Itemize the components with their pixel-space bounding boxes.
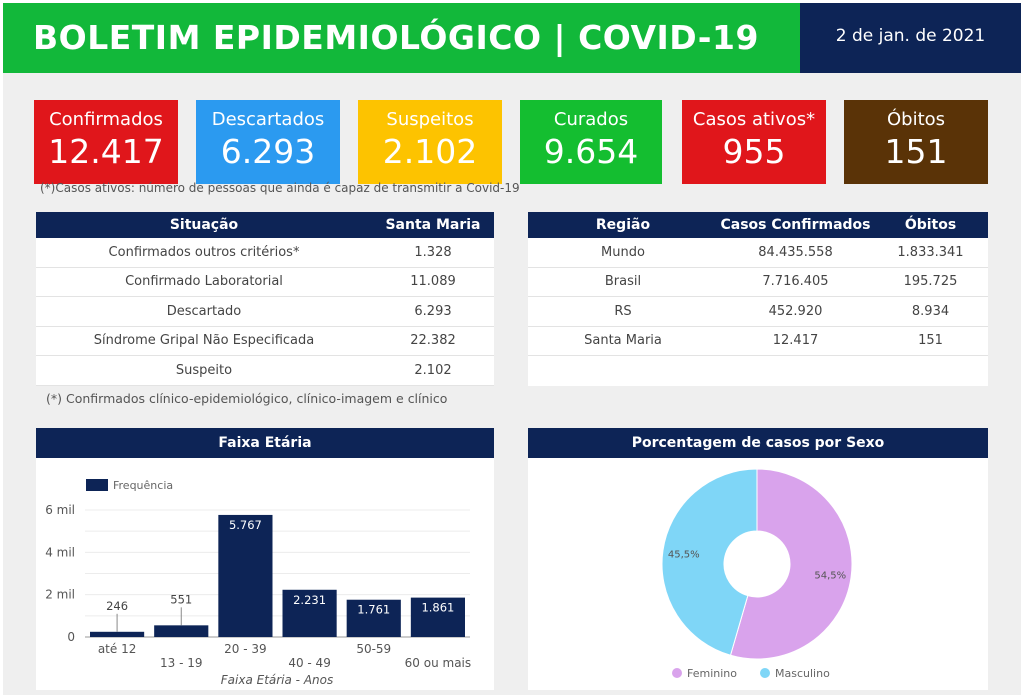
bar-value-label: 1.761 bbox=[357, 603, 390, 617]
col-header: Situação bbox=[169, 217, 239, 233]
stat-label: Confirmados bbox=[49, 109, 163, 130]
cell: 84.435.558 bbox=[758, 244, 833, 260]
cell: Brasil bbox=[604, 274, 642, 290]
bar-value-label: 5.767 bbox=[229, 518, 262, 532]
cell: 1.833.341 bbox=[897, 244, 964, 260]
cell: 22.382 bbox=[410, 333, 456, 349]
col-header: Óbitos bbox=[904, 217, 957, 233]
stat-label: Casos ativos* bbox=[692, 109, 816, 130]
cell: 12.417 bbox=[772, 333, 819, 349]
x-tick-label: até 12 bbox=[98, 642, 137, 656]
y-tick-label: 4 mil bbox=[45, 545, 75, 559]
bar bbox=[346, 599, 401, 637]
stat-card: Curados 9.654 bbox=[520, 100, 662, 184]
table-row: Mundo 84.435.558 1.833.341 bbox=[528, 238, 988, 268]
cell: RS bbox=[614, 303, 632, 319]
x-tick-label: 60 ou mais bbox=[405, 656, 471, 670]
stat-value: 151 bbox=[884, 132, 948, 171]
cell: 8.934 bbox=[911, 303, 950, 319]
x-tick-label: 50-59 bbox=[356, 642, 391, 656]
slice-label: 45,5% bbox=[668, 550, 700, 561]
stat-card: Confirmados 12.417 bbox=[34, 100, 178, 184]
sex-chart-title: Porcentagem de casos por Sexo bbox=[528, 428, 988, 458]
table-row: Confirmados outros critérios* 1.328 bbox=[36, 238, 494, 268]
y-tick-label: 6 mil bbox=[45, 503, 75, 517]
bar bbox=[154, 625, 209, 637]
cell: 2.102 bbox=[414, 362, 452, 378]
page-title: BOLETIM EPIDEMIOLÓGICO | COVID-19 bbox=[3, 3, 800, 73]
x-tick-label: 40 - 49 bbox=[288, 656, 331, 670]
pie-slice bbox=[661, 468, 758, 656]
cell: Santa Maria bbox=[584, 333, 662, 349]
x-tick-label: 20 - 39 bbox=[224, 642, 267, 656]
cell: 195.725 bbox=[903, 274, 958, 290]
age-chart-title: Faixa Etária bbox=[36, 428, 494, 458]
stat-card: Óbitos 151 bbox=[844, 100, 988, 184]
legend-dot bbox=[760, 668, 770, 678]
col-header: Região bbox=[595, 217, 651, 233]
table-note: (*) Confirmados clínico-epidemiológico, … bbox=[46, 391, 448, 406]
stat-value: 2.102 bbox=[382, 132, 478, 171]
stat-label: Curados bbox=[553, 109, 629, 130]
col-header: Santa Maria bbox=[385, 217, 481, 233]
y-tick-label: 2 mil bbox=[45, 588, 75, 602]
cell: 151 bbox=[918, 333, 943, 349]
cell: Confirmados outros critérios* bbox=[108, 244, 300, 260]
cell: Suspeito bbox=[175, 362, 233, 378]
stat-value: 955 bbox=[722, 132, 786, 171]
legend-swatch bbox=[86, 479, 108, 491]
stat-label: Suspeitos bbox=[386, 109, 474, 130]
cell: 7.716.405 bbox=[762, 274, 829, 290]
table-row: Suspeito 2.102 bbox=[36, 356, 494, 386]
pie-slice bbox=[729, 468, 853, 660]
legend-label: Feminino bbox=[687, 667, 737, 680]
cell: Mundo bbox=[601, 244, 645, 260]
table-row: Descartado 6.293 bbox=[36, 297, 494, 327]
col-header: Casos Confirmados bbox=[720, 217, 871, 233]
cell: 452.920 bbox=[768, 303, 823, 319]
cell: Síndrome Gripal Não Especificada bbox=[93, 333, 315, 349]
legend-dot bbox=[672, 668, 682, 678]
cards-note: (*)Casos ativos: número de pessoas que a… bbox=[40, 181, 520, 195]
stat-value: 12.417 bbox=[48, 132, 164, 171]
stat-card: Descartados 6.293 bbox=[196, 100, 340, 184]
stat-card: Suspeitos 2.102 bbox=[358, 100, 502, 184]
situation-table: Situação Santa Maria Confirmados outros c… bbox=[36, 212, 494, 386]
region-table: Região Casos Confirmados Óbitos Mundo 84.43… bbox=[528, 212, 988, 386]
stat-value: 6.293 bbox=[220, 132, 316, 171]
table-row: Brasil 7.716.405 195.725 bbox=[528, 268, 988, 297]
table-row: Confirmado Laboratorial 11.089 bbox=[36, 268, 494, 297]
bar-value-label: 2.231 bbox=[293, 593, 326, 607]
stat-label: Descartados bbox=[211, 109, 325, 130]
bar bbox=[90, 631, 145, 637]
table-row: Síndrome Gripal Não Especificada 22.382 bbox=[36, 327, 494, 356]
cell: Confirmado Laboratorial bbox=[125, 274, 283, 290]
x-axis-label: Faixa Etária - Anos bbox=[221, 673, 334, 687]
x-tick-label: 13 - 19 bbox=[160, 656, 203, 670]
bar bbox=[410, 597, 465, 637]
bar-value-label: 246 bbox=[106, 599, 128, 613]
stat-label: Óbitos bbox=[886, 109, 946, 130]
legend-label: Frequência bbox=[113, 479, 173, 492]
cell: 1.328 bbox=[414, 244, 452, 260]
bar bbox=[218, 514, 273, 637]
y-tick-label: 0 bbox=[67, 630, 75, 644]
slice-label: 54,5% bbox=[814, 570, 846, 581]
bar bbox=[282, 589, 337, 637]
stat-value: 9.654 bbox=[543, 132, 639, 171]
table-row: Santa Maria 12.417 151 bbox=[528, 327, 988, 356]
bar-value-label: 1.861 bbox=[421, 601, 454, 615]
stat-card: Casos ativos* 955 bbox=[682, 100, 826, 184]
cell: 6.293 bbox=[414, 303, 452, 319]
cell: Descartado bbox=[166, 303, 242, 319]
cell: 11.089 bbox=[410, 274, 456, 290]
table-row: RS 452.920 8.934 bbox=[528, 297, 988, 327]
legend-label: Masculino bbox=[775, 667, 830, 680]
bar-value-label: 551 bbox=[170, 592, 192, 606]
report-date: 2 de jan. de 2021 bbox=[800, 3, 1021, 73]
